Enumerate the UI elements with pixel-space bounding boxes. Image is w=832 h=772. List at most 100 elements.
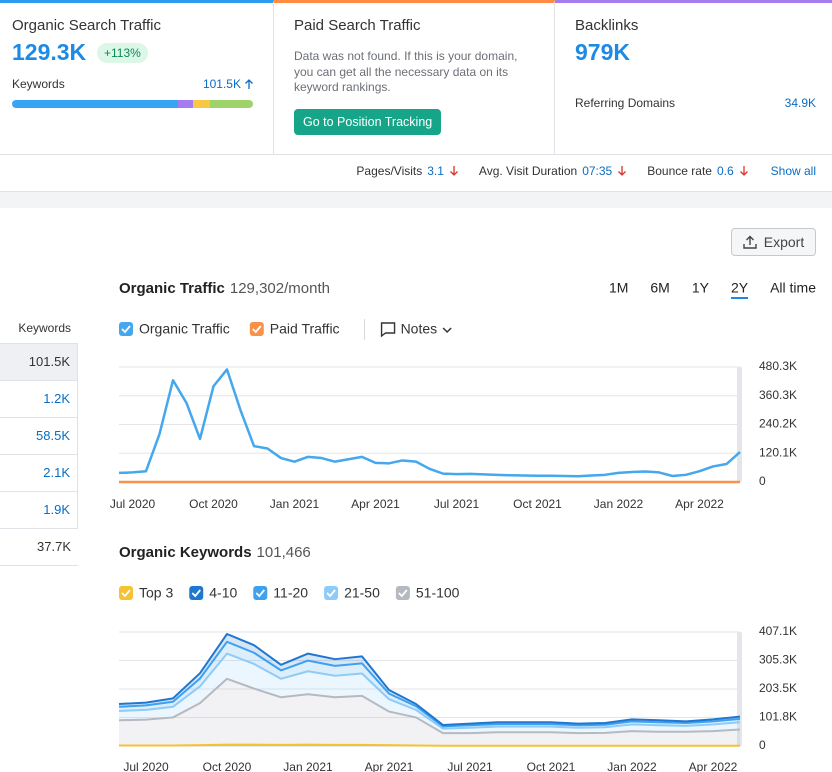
legend-label: Paid Traffic [270,321,340,337]
up-arrow [245,79,253,89]
checkmark [252,325,262,334]
metric-value: 0.6 [716,164,734,178]
metrics-row: Pages/Visits 3.1 Avg. Visit Duration 07:35 B… [356,164,816,178]
legend-label: Top 3 [139,585,173,601]
table-cell: 101.5K [0,343,78,381]
x-tick-label: Jul 2021 [447,760,493,772]
x-tick-label: Apr 2021 [365,760,414,772]
table-cell: 58.5K [0,418,78,455]
metric: Bounce rate 0.6 [647,164,748,178]
checkbox [189,586,204,600]
export-button[interactable]: Export [731,228,816,256]
keywords-table: 101.5K 1.2K 58.5K 2.1K 1.9K 37.7K [0,343,78,566]
chevron [442,327,452,334]
distribution-segment [209,100,253,108]
x-tick-label: Apr 2022 [689,760,738,772]
checkbox [249,322,264,336]
show-all-link[interactable]: Show all [770,164,816,178]
organic-card: Organic Search Traffic 129.3K +113% Keyw… [0,0,274,155]
keywords-label: Keywords [12,77,65,91]
keywords-value[interactable]: 101.5K [202,77,241,91]
series-line [118,368,741,478]
checkbox [324,586,339,600]
checkmark [255,589,265,598]
metric: Pages/Visits 3.1 [356,164,459,178]
table-header: Keywords [18,321,71,335]
x-tick-label: Jul 2020 [123,760,169,772]
table-cell: 1.2K [0,381,78,418]
checkmark [326,589,336,598]
position-tracking-button[interactable]: Go to Position Tracking [294,109,442,135]
distribution-segment [192,100,210,108]
y-tick-label: 480.3K [759,359,797,373]
area-line [118,632,741,726]
metric-label: Bounce rate [647,164,712,178]
distribution-segment [178,100,193,108]
card-value: 129.3K [12,39,87,65]
x-tick-label: Jan 2022 [594,497,644,511]
checkmark [398,589,408,598]
area-line [119,743,740,747]
range-button[interactable]: All time [770,280,816,296]
export-icon [743,235,757,249]
y-tick-label: 407.1K [759,624,797,638]
legend-label: 11-20 [273,585,308,601]
card-title: Organic Search Traffic [12,17,161,34]
chart-subtitle: 101,466 [257,544,311,561]
legend-label: 4-10 [209,585,237,601]
x-tick-label: Jul 2020 [110,497,156,511]
referring-label: Referring Domains [575,96,676,110]
card-title: Paid Search Traffic [294,17,421,34]
paid-card: Paid Search Traffic Data was not found. … [274,0,555,155]
y-tick-label: 101.8K [759,710,797,724]
checkmark [121,589,131,598]
distribution-segment [12,100,179,108]
plot-edge [737,632,742,746]
card-message: Data was not found. If this is your doma… [294,49,518,94]
chart-title: Organic Keywords [119,544,252,561]
backlinks-card: Backlinks 979K Referring Domains 34.9K [555,0,832,155]
range-button[interactable]: 6M [650,280,669,296]
y-tick-label: 360.3K [759,388,797,402]
chart-title: Organic Traffic [119,280,225,297]
range-button[interactable]: 1M [609,280,628,296]
y-tick-label: 120.1K [759,445,797,459]
x-tick-label: Jan 2021 [283,760,333,772]
badge: +113% [97,43,148,63]
table-cell: 1.9K [0,492,78,529]
range-button[interactable]: 1Y [692,280,710,296]
referring-value[interactable]: 34.9K [784,96,816,110]
checkbox [395,586,410,600]
notes-label: Notes [401,321,438,337]
legend-label: 21-50 [344,585,380,601]
checkmark [191,589,201,598]
metric: Avg. Visit Duration 07:35 [479,164,627,178]
range-button[interactable]: 2Y [731,280,749,296]
table-cell: 37.7K [0,529,78,566]
y-tick-label: 0 [759,474,766,488]
plot-edge [737,367,742,482]
area-line [118,677,741,735]
y-tick-label: 240.2K [759,417,797,431]
notes-icon [380,322,396,338]
checkmark [121,325,131,334]
card-title: Backlinks [575,17,639,34]
down-arrow [618,166,627,176]
metric-value: 3.1 [427,164,444,178]
x-tick-label: Oct 2021 [527,760,576,772]
x-tick-label: Jan 2021 [270,497,320,511]
legend-label: Organic Traffic [139,321,230,337]
x-tick-label: Oct 2020 [203,760,252,772]
down-arrow [739,166,748,176]
separator [0,191,832,208]
area-line [118,652,741,730]
card-value: 979K [575,39,630,65]
distribution-bar [12,100,253,108]
y-tick-label: 0 [759,738,766,752]
metric-label: Pages/Visits [356,164,423,178]
x-tick-label: Apr 2021 [351,497,400,511]
metric-value: 07:35 [582,164,613,178]
x-tick-label: Apr 2022 [675,497,724,511]
checkbox [119,322,133,336]
